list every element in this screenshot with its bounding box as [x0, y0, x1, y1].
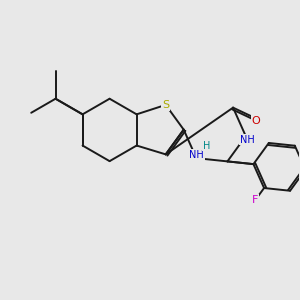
Text: NH: NH [240, 135, 255, 145]
Text: NH: NH [189, 150, 204, 160]
Text: S: S [162, 100, 169, 110]
Text: O: O [251, 116, 260, 126]
Text: F: F [252, 195, 259, 205]
Text: H: H [203, 141, 211, 151]
